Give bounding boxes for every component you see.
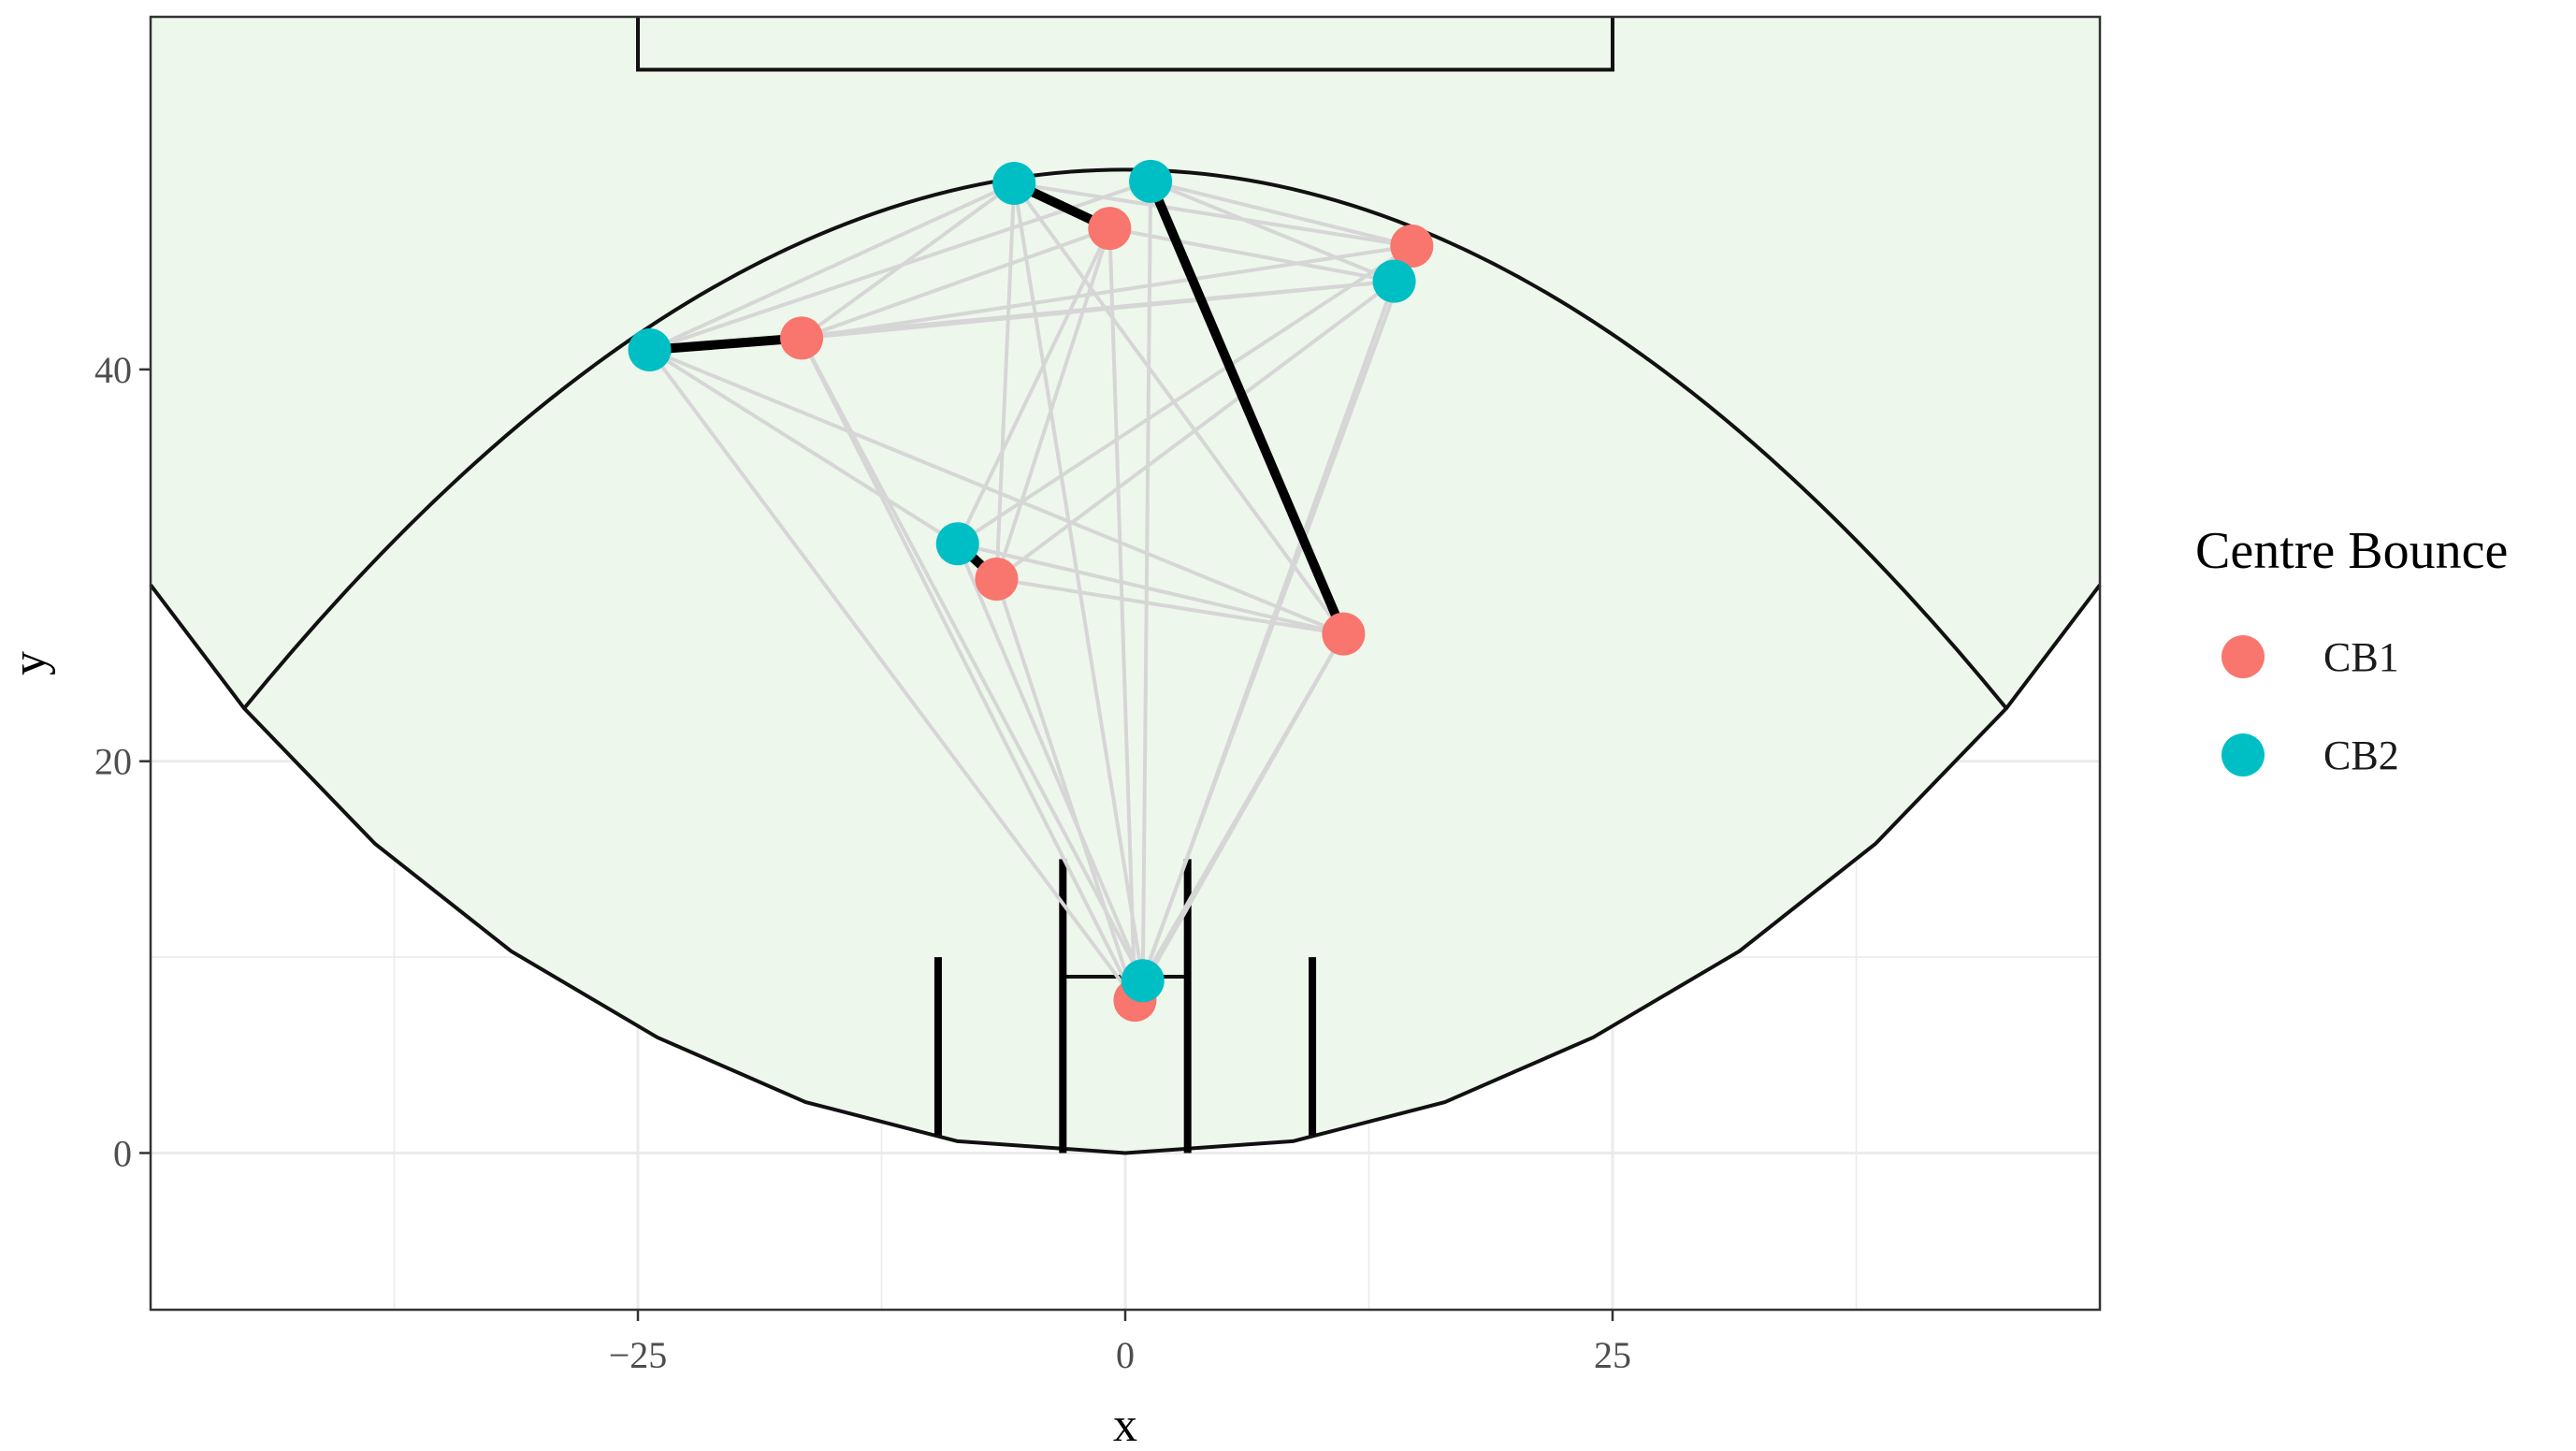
point-cb1	[780, 316, 824, 360]
point-cb1	[975, 557, 1019, 601]
grey-link	[956, 244, 1413, 545]
grey-link	[647, 348, 1137, 1002]
grey-link	[648, 348, 959, 545]
grey-link	[1012, 181, 1346, 635]
grey-link	[994, 578, 1137, 1001]
grey-link	[1107, 228, 1137, 1001]
field-layer	[149, 17, 2102, 1155]
grey-link	[1108, 226, 1395, 283]
x-axis-title: x	[1113, 1399, 1137, 1451]
point-cb1	[1088, 207, 1132, 251]
x-tick-label: 25	[1594, 1334, 1631, 1376]
legend-label-cb1: CB1	[2323, 634, 2399, 680]
point-cb2	[1372, 259, 1416, 303]
point-cb1	[1390, 224, 1434, 268]
legend: Centre Bounce CB1 CB2	[2195, 522, 2508, 778]
grey-link	[801, 279, 1395, 341]
legend-title: Centre Bounce	[2195, 522, 2508, 580]
boundary-line	[149, 584, 2102, 1155]
axis-layer: −25 0 25 0 20 40	[94, 349, 1631, 1376]
grey-link	[1150, 179, 1412, 248]
point-cb2	[992, 161, 1036, 205]
grey-link	[1013, 181, 1412, 248]
point-cb2	[628, 327, 672, 371]
black-link	[644, 333, 807, 355]
grey-link	[801, 244, 1412, 341]
point-cb2	[935, 522, 979, 566]
grey-link	[648, 181, 1016, 352]
grey-link	[955, 543, 1145, 981]
grey-link	[800, 337, 1137, 1002]
x-tick-label: 0	[1116, 1334, 1135, 1376]
grey-link	[1150, 180, 1396, 283]
legend-key-cb1	[2221, 635, 2265, 678]
point-cb2	[1121, 959, 1165, 1003]
grey-link	[1140, 281, 1397, 981]
grey-link	[800, 337, 1145, 982]
black-link	[1146, 176, 1349, 639]
fifty-arc	[242, 167, 2008, 710]
y-tick-label: 0	[113, 1132, 132, 1174]
grey-link	[955, 227, 1112, 545]
point-layer	[628, 159, 1434, 1023]
grey-link	[995, 280, 1396, 581]
grey-link	[957, 542, 1344, 636]
grey-link	[1133, 632, 1346, 1002]
grey-link	[996, 576, 1344, 636]
grey-link	[994, 227, 1112, 580]
legend-key-cb2	[2221, 733, 2265, 776]
field-fill	[151, 17, 2100, 1154]
y-tick-label: 40	[94, 349, 132, 391]
centre-square	[636, 17, 1614, 72]
point-cb2	[1129, 159, 1173, 203]
legend-label-cb2: CB2	[2323, 733, 2399, 778]
grey-link	[1140, 181, 1153, 981]
grey-link	[648, 348, 1345, 636]
grey-link	[800, 181, 1016, 341]
y-axis-title: y	[3, 651, 56, 675]
y-tick-label: 20	[94, 741, 132, 783]
link-layer	[644, 176, 1414, 1006]
point-cb1	[1322, 612, 1366, 656]
grey-link	[994, 182, 1017, 580]
x-tick-label: −25	[609, 1334, 668, 1376]
grey-link	[1012, 182, 1145, 981]
